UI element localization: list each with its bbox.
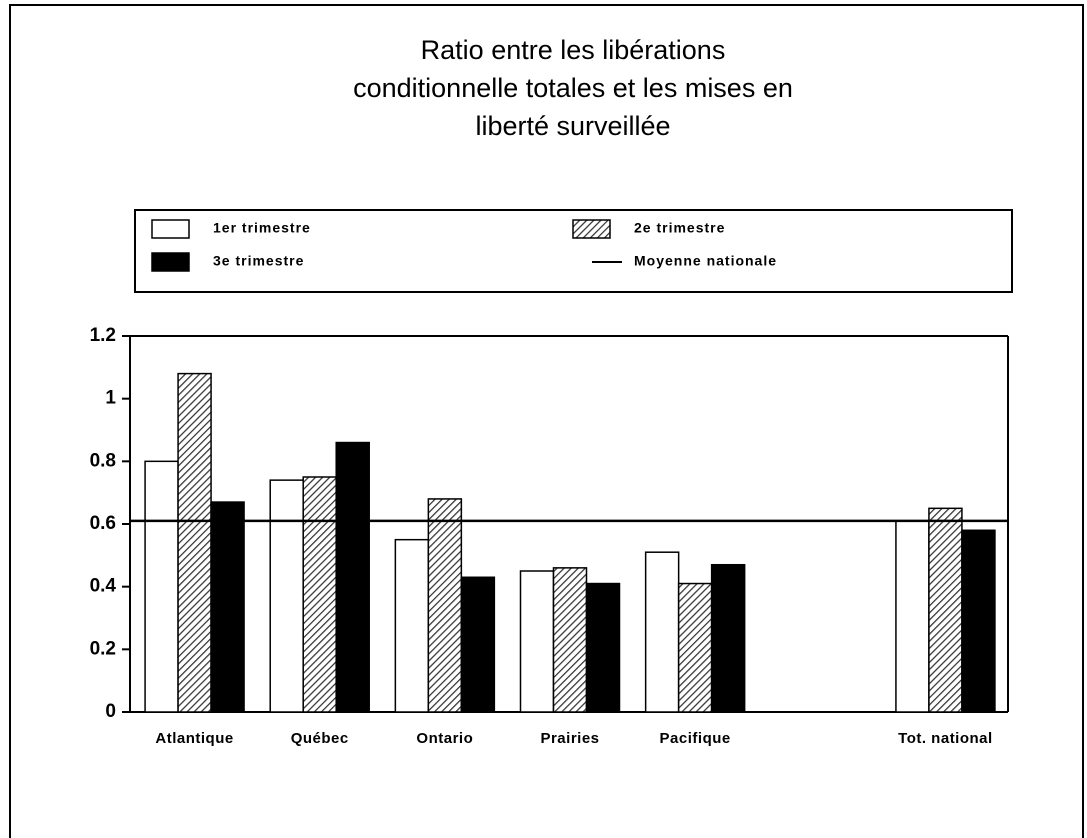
bar — [460, 576, 496, 713]
x-tick-label: Québec — [291, 730, 349, 747]
bar — [644, 551, 680, 713]
legend-label: 2e trimestre — [634, 220, 725, 236]
legend-box — [134, 209, 1013, 293]
chart-title: liberté surveillée — [475, 111, 670, 141]
x-tick-label: Pacifique — [660, 730, 731, 747]
bar — [210, 501, 245, 713]
bar — [677, 582, 713, 713]
bar — [710, 563, 746, 713]
bar — [427, 498, 463, 713]
x-tick-label: Tot. national — [898, 730, 993, 747]
y-tick-label: 1 — [105, 388, 116, 409]
x-tick-label: Atlantique — [155, 730, 233, 747]
y-tick-label: 0.8 — [90, 450, 116, 471]
y-tick-label: 0.6 — [90, 513, 116, 534]
legend-label: 1er trimestre — [213, 220, 311, 236]
legend-swatch — [572, 219, 611, 239]
bar — [895, 520, 930, 713]
bar — [928, 507, 963, 713]
bar — [144, 460, 179, 713]
y-tick-label: 0.4 — [90, 576, 117, 597]
y-tick-label: 1.2 — [90, 325, 116, 346]
x-tick-label: Ontario — [416, 730, 473, 747]
y-tick-label: 0 — [105, 701, 116, 722]
frame — [9, 4, 1084, 838]
x-tick-label: Prairies — [540, 730, 599, 747]
legend-swatch — [151, 219, 190, 239]
y-tick-label: 0.2 — [90, 638, 116, 659]
bar — [335, 441, 370, 713]
legend-swatch — [151, 252, 190, 272]
legend-label: 3e trimestre — [213, 253, 304, 269]
chart-title: Ratio entre les libérations — [421, 35, 726, 65]
bar — [177, 372, 212, 713]
bar — [302, 476, 337, 713]
bar — [519, 570, 555, 713]
legend-label: Moyenne nationale — [634, 253, 777, 269]
bar — [269, 479, 304, 713]
bar — [585, 582, 621, 713]
bar — [961, 529, 996, 713]
bar — [552, 567, 588, 713]
chart-title: conditionnelle totales et les mises en — [353, 73, 793, 103]
bar — [394, 538, 430, 713]
